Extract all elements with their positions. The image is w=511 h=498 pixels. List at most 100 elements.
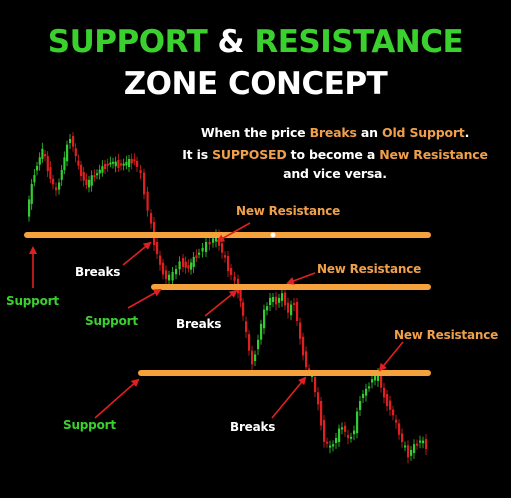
candle-body: [320, 401, 323, 426]
candle-body: [49, 167, 52, 180]
level-lines: [24, 232, 431, 376]
candle-body: [184, 261, 187, 268]
description-line-2: It is SUPPOSED to become a New Resistanc…: [150, 147, 511, 162]
level-line-2: [151, 284, 431, 290]
candle-body: [242, 302, 245, 316]
candle-body: [98, 169, 101, 174]
candle-body: [143, 172, 146, 195]
arrow-breaks-2: [204, 289, 238, 317]
candle-body: [104, 164, 107, 169]
arrow-breaks-3: [271, 376, 307, 419]
candle-body: [156, 242, 159, 254]
candle-body: [413, 444, 416, 453]
candle-body: [106, 163, 109, 166]
candle-body: [28, 199, 31, 217]
breaks-label-2: Breaks: [176, 317, 222, 331]
candle-body: [383, 387, 386, 398]
candle-body: [263, 309, 266, 329]
title-line-1: SUPPORT & RESISTANCE: [0, 24, 511, 60]
new-resistance-label-2: New Resistance: [317, 262, 422, 276]
candle-body: [41, 148, 44, 159]
candle-body: [208, 241, 211, 245]
candle-body: [410, 449, 413, 456]
level-dot: [270, 232, 276, 238]
candle-body: [329, 445, 332, 448]
candle-body: [359, 401, 362, 410]
candle-body: [85, 179, 88, 185]
candle-body: [233, 276, 236, 281]
candle-body: [150, 213, 153, 224]
candle-body: [63, 157, 66, 171]
text-segment: and vice versa.: [283, 166, 387, 181]
candle-body: [122, 163, 125, 166]
candle-body: [230, 268, 233, 275]
text-segment: SUPPOSED: [212, 147, 287, 162]
candle-body: [371, 379, 374, 383]
candle-body: [275, 296, 278, 305]
candle-body: [317, 392, 320, 405]
description-line-3: and vice versa.: [150, 166, 511, 181]
candle-body: [139, 169, 142, 174]
candle-body: [227, 256, 230, 271]
candle-body: [398, 423, 401, 435]
candle-body: [96, 173, 99, 176]
breaks-label-1: Breaks: [75, 265, 121, 279]
candle-body: [205, 242, 208, 252]
candle-body: [66, 144, 69, 162]
candle-body: [272, 297, 275, 302]
candle-body: [130, 158, 133, 164]
text-segment: Old Support: [382, 125, 465, 140]
candle-body: [44, 154, 47, 157]
candle-body: [332, 444, 335, 447]
arrow-new-resistance-3: [378, 341, 404, 372]
candle-body: [380, 375, 383, 388]
description-line-1: When the price Breaks an Old Support.: [150, 125, 511, 140]
candle-body: [171, 272, 174, 281]
candle-body: [407, 445, 410, 458]
candle-body: [278, 297, 281, 303]
candle-body: [114, 161, 117, 167]
candle-body: [82, 172, 85, 181]
candle-body: [395, 419, 398, 423]
candle-body: [77, 160, 80, 166]
candle-body: [404, 445, 407, 448]
candle-body: [257, 339, 260, 350]
candle-body: [287, 302, 290, 313]
candle-body: [323, 420, 326, 442]
level-line-3: [138, 370, 431, 376]
arrow-support-2: [127, 289, 162, 309]
candle-body: [33, 175, 36, 183]
candle-body: [198, 252, 201, 255]
candle-body: [350, 436, 353, 439]
candle-body: [335, 438, 338, 443]
candle-body: [128, 159, 131, 167]
candle-body: [401, 433, 404, 442]
annotation-arrows: [29, 222, 404, 419]
candle-body: [377, 373, 380, 381]
text-segment: Breaks: [309, 125, 357, 140]
candle-body: [308, 368, 311, 371]
candle-body: [30, 183, 33, 204]
candle-body: [212, 238, 215, 243]
candle-body: [293, 303, 296, 305]
support-label-2: Support: [85, 314, 138, 328]
candle-body: [109, 162, 112, 165]
candle-body: [386, 394, 389, 406]
candle-body: [38, 157, 41, 165]
candlestick-series: [28, 132, 428, 464]
candle-body: [46, 156, 49, 172]
new-resistance-label-3: New Resistance: [394, 328, 499, 342]
candle-body: [299, 322, 302, 339]
candle-body: [69, 139, 72, 143]
candle-body: [88, 179, 91, 188]
text-segment: It is: [182, 147, 213, 162]
candle-body: [93, 175, 96, 178]
candle-body: [190, 262, 193, 270]
candle-body: [60, 169, 63, 180]
candle-body: [341, 427, 344, 430]
candle-body: [245, 321, 248, 332]
candle-body: [101, 166, 104, 173]
breaks-label-3: Breaks: [230, 420, 276, 434]
candle-body: [52, 178, 55, 185]
candle-body: [224, 255, 227, 258]
